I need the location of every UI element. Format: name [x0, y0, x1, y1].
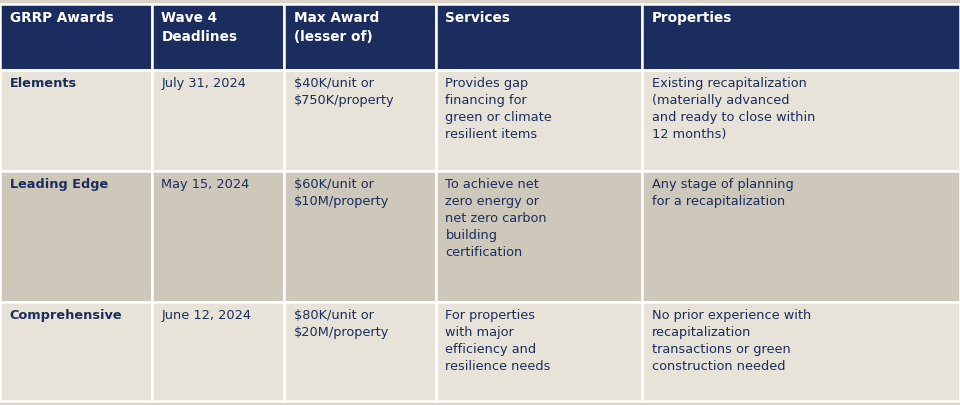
Text: July 31, 2024: July 31, 2024: [161, 77, 246, 90]
Bar: [152, 171, 284, 302]
Bar: [436, 171, 642, 302]
Text: Provides gap
financing for
green or climate
resilient items: Provides gap financing for green or clim…: [445, 77, 552, 141]
Bar: [436, 4, 642, 70]
Bar: [152, 70, 284, 171]
Text: May 15, 2024: May 15, 2024: [161, 178, 250, 191]
Bar: [642, 4, 960, 70]
Text: June 12, 2024: June 12, 2024: [161, 309, 252, 322]
Bar: [0, 4, 152, 70]
Text: $80K/unit or
$20M/property: $80K/unit or $20M/property: [294, 309, 389, 339]
Bar: [642, 302, 960, 401]
Bar: [0, 171, 152, 302]
Text: Comprehensive: Comprehensive: [10, 309, 122, 322]
Text: GRRP Awards: GRRP Awards: [10, 11, 113, 26]
Text: Any stage of planning
for a recapitalization: Any stage of planning for a recapitaliza…: [652, 178, 794, 208]
Bar: [0, 302, 152, 401]
Text: Leading Edge: Leading Edge: [10, 178, 108, 191]
Text: $60K/unit or
$10M/property: $60K/unit or $10M/property: [294, 178, 389, 208]
Bar: [642, 171, 960, 302]
Bar: [284, 70, 436, 171]
Text: Max Award
(lesser of): Max Award (lesser of): [294, 11, 379, 44]
Bar: [152, 4, 284, 70]
Text: Services: Services: [445, 11, 511, 26]
Text: Wave 4
Deadlines: Wave 4 Deadlines: [161, 11, 237, 44]
Text: To achieve net
zero energy or
net zero carbon
building
certification: To achieve net zero energy or net zero c…: [445, 178, 547, 259]
Bar: [0, 70, 152, 171]
Bar: [642, 70, 960, 171]
Text: Properties: Properties: [652, 11, 732, 26]
Bar: [284, 171, 436, 302]
Bar: [436, 302, 642, 401]
Text: For properties
with major
efficiency and
resilience needs: For properties with major efficiency and…: [445, 309, 551, 373]
Bar: [284, 302, 436, 401]
Text: Elements: Elements: [10, 77, 77, 90]
Bar: [152, 302, 284, 401]
Text: Existing recapitalization
(materially advanced
and ready to close within
12 mont: Existing recapitalization (materially ad…: [652, 77, 815, 141]
Text: No prior experience with
recapitalization
transactions or green
construction nee: No prior experience with recapitalizatio…: [652, 309, 811, 373]
Bar: [436, 70, 642, 171]
Text: $40K/unit or
$750K/property: $40K/unit or $750K/property: [294, 77, 395, 107]
Bar: [284, 4, 436, 70]
